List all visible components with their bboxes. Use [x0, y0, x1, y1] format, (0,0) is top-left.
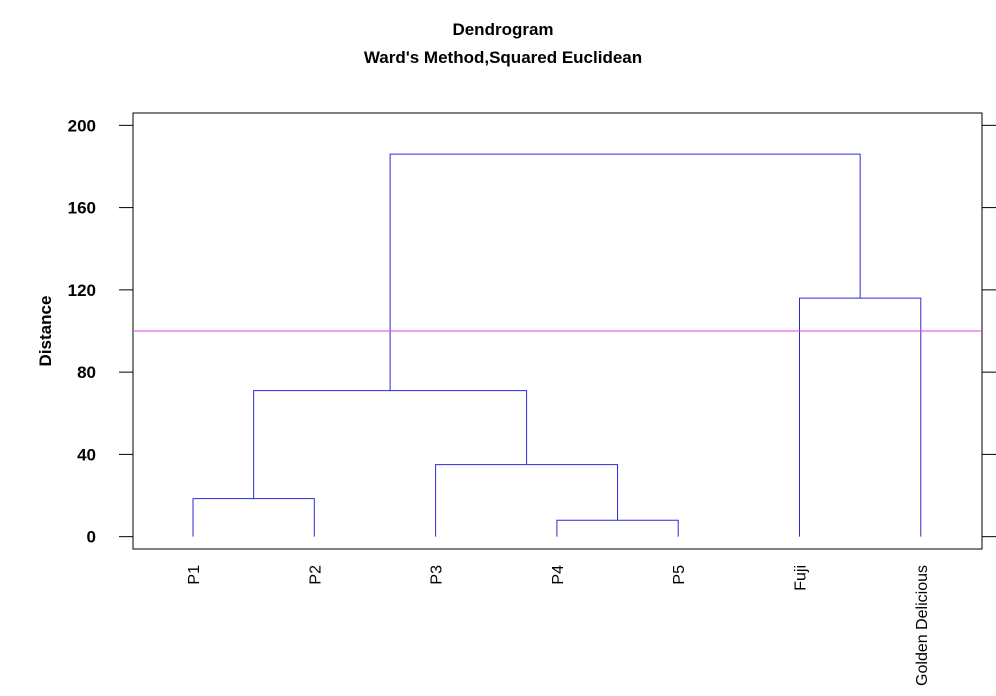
merge-link — [192, 498, 315, 537]
y-axis-label: Distance — [36, 296, 55, 367]
y-tick-label: 200 — [68, 116, 96, 135]
y-tick-label: 0 — [87, 528, 96, 547]
chart-title: Dendrogram — [452, 20, 553, 39]
merge-link — [799, 297, 922, 537]
y-tick-label: 40 — [77, 445, 96, 464]
merge-link — [389, 153, 861, 391]
leaf-label: Golden Delicious — [914, 565, 931, 686]
leaf-label: P4 — [550, 565, 567, 585]
merge-link — [435, 464, 619, 537]
y-tick-label: 80 — [77, 363, 96, 382]
y-tick-label: 160 — [68, 199, 96, 218]
merge-link — [253, 390, 528, 499]
leaf-label: P3 — [429, 565, 446, 585]
leaf-label: Fuji — [793, 565, 810, 591]
chart-subtitle: Ward's Method,Squared Euclidean — [364, 48, 642, 67]
merge-link — [556, 519, 679, 537]
leaf-label: P2 — [307, 565, 324, 585]
leaf-label: P1 — [186, 565, 203, 585]
y-tick-label: 120 — [68, 281, 96, 300]
leaf-label: P5 — [671, 565, 688, 585]
